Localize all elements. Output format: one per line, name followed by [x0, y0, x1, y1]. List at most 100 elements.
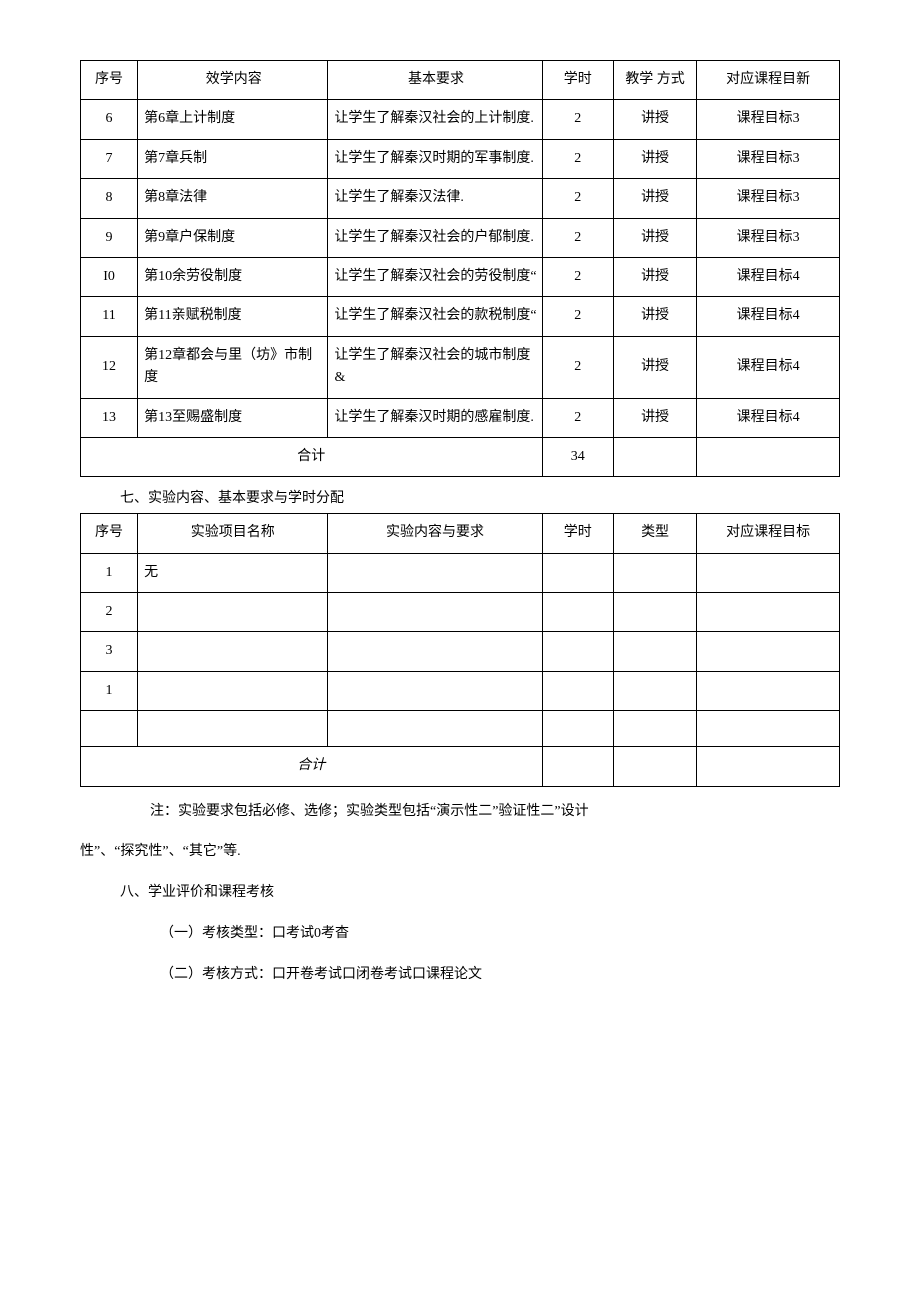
cell-hours	[542, 632, 613, 671]
table-row: 2	[81, 593, 840, 632]
cell-content: 第11亲赋税制度	[138, 297, 328, 336]
table-row: 9第9章户保制度让学生了解秦汉社会的户郁制度.2讲授课程目标3	[81, 218, 840, 257]
teaching-content-table: 序号 效学内容 基本要求 学时 教学 方式 对应课程目新 6第6章上计制度让学生…	[80, 60, 840, 477]
total-blank2	[697, 437, 840, 476]
cell-req: 让学生了解秦汉法律.	[328, 179, 542, 218]
cell-content	[328, 711, 542, 747]
table-header-row: 序号 实验项目名称 实验内容与要求 学时 类型 对应课程目标	[81, 514, 840, 553]
cell-name: 无	[138, 553, 328, 592]
cell-target: 课程目标4	[697, 398, 840, 437]
cell-method: 讲授	[613, 398, 696, 437]
cell-method: 讲授	[613, 336, 696, 398]
cell-content: 第10余劳役制度	[138, 257, 328, 296]
cell-method: 讲授	[613, 100, 696, 139]
cell-method: 讲授	[613, 179, 696, 218]
cell-content: 第12章都会与里（坊》市制度	[138, 336, 328, 398]
cell-hours: 2	[542, 398, 613, 437]
cell-target	[697, 671, 840, 710]
cell-target	[697, 593, 840, 632]
cell-name	[138, 671, 328, 710]
cell-target: 课程目标4	[697, 297, 840, 336]
cell-seq: 3	[81, 632, 138, 671]
table-row: 11第11亲赋税制度让学生了解秦汉社会的款税制度“2讲授课程目标4	[81, 297, 840, 336]
cell-content: 第9章户保制度	[138, 218, 328, 257]
th-method: 教学 方式	[613, 61, 696, 100]
table-total-row: 合计 34	[81, 437, 840, 476]
cell-seq: 1	[81, 671, 138, 710]
th-seq: 序号	[81, 61, 138, 100]
cell-method: 讲授	[613, 139, 696, 178]
cell-req: 让学生了解秦汉社会的户郁制度.	[328, 218, 542, 257]
cell-hours: 2	[542, 100, 613, 139]
th-target: 对应课程目标	[697, 514, 840, 553]
cell-req: 让学生了解秦汉社会的上计制度.	[328, 100, 542, 139]
cell-target: 课程目标4	[697, 336, 840, 398]
cell-req: 让学生了解秦汉社会的劳役制度“	[328, 257, 542, 296]
cell-hours: 2	[542, 139, 613, 178]
cell-req: 让学生了解秦汉时期的军事制度.	[328, 139, 542, 178]
assessment-method: （二）考核方式：口开卷考试口闭卷考试口课程论文	[160, 960, 840, 991]
cell-content: 第8章法律	[138, 179, 328, 218]
cell-type	[613, 553, 696, 592]
cell-seq: 12	[81, 336, 138, 398]
cell-method: 讲授	[613, 297, 696, 336]
cell-content	[328, 553, 542, 592]
th-target: 对应课程目新	[697, 61, 840, 100]
cell-seq: 8	[81, 179, 138, 218]
cell-target	[697, 632, 840, 671]
table-row: 1	[81, 671, 840, 710]
cell-content	[328, 671, 542, 710]
cell-content: 第6章上计制度	[138, 100, 328, 139]
cell-name	[138, 593, 328, 632]
cell-hours	[542, 671, 613, 710]
cell-seq: 6	[81, 100, 138, 139]
cell-seq: I0	[81, 257, 138, 296]
cell-method: 讲授	[613, 218, 696, 257]
total-blank2	[613, 747, 696, 786]
section8-title: 八、学业评价和课程考核	[120, 878, 840, 909]
total-blank3	[697, 747, 840, 786]
experiment-table: 序号 实验项目名称 实验内容与要求 学时 类型 对应课程目标 1无231 合计	[80, 513, 840, 786]
table-row: 1无	[81, 553, 840, 592]
cell-type	[613, 593, 696, 632]
section7-title: 七、实验内容、基本要求与学时分配	[120, 487, 840, 507]
cell-content	[328, 593, 542, 632]
cell-seq: 2	[81, 593, 138, 632]
cell-req: 让学生了解秦汉社会的款税制度“	[328, 297, 542, 336]
assessment-type: （一）考核类型：口考试0考杳	[160, 919, 840, 950]
table-row: 6第6章上计制度让学生了解秦汉社会的上计制度.2讲授课程目标3	[81, 100, 840, 139]
cell-seq	[81, 711, 138, 747]
cell-content: 第7章兵制	[138, 139, 328, 178]
table-row: 12第12章都会与里（坊》市制度让学生了解秦汉社会的城市制度&2讲授课程目标4	[81, 336, 840, 398]
cell-target: 课程目标3	[697, 179, 840, 218]
th-content: 实验内容与要求	[328, 514, 542, 553]
cell-type	[613, 671, 696, 710]
cell-target	[697, 711, 840, 747]
cell-type	[613, 711, 696, 747]
cell-hours: 2	[542, 218, 613, 257]
cell-seq: 11	[81, 297, 138, 336]
table-row: 8第8章法律让学生了解秦汉法律.2讲授课程目标3	[81, 179, 840, 218]
cell-hours: 2	[542, 297, 613, 336]
th-name: 实验项目名称	[138, 514, 328, 553]
cell-target	[697, 553, 840, 592]
note-line1: 注：实验要求包括必修、选修；实验类型包括“演示性二”验证性二”设计	[150, 797, 840, 828]
cell-target: 课程目标4	[697, 257, 840, 296]
cell-req: 让学生了解秦汉社会的城市制度&	[328, 336, 542, 398]
cell-req: 让学生了解秦汉时期的感雇制度.	[328, 398, 542, 437]
cell-content	[328, 632, 542, 671]
table-row: 7第7章兵制让学生了解秦汉时期的军事制度.2讲授课程目标3	[81, 139, 840, 178]
table-row	[81, 711, 840, 747]
cell-target: 课程目标3	[697, 218, 840, 257]
th-seq: 序号	[81, 514, 138, 553]
cell-hours: 2	[542, 257, 613, 296]
table-row: 13第13至赐盛制度让学生了解秦汉时期的感雇制度.2讲授课程目标4	[81, 398, 840, 437]
table-total-row: 合计	[81, 747, 840, 786]
table-row: 3	[81, 632, 840, 671]
th-hours: 学时	[542, 514, 613, 553]
note-line2: 性”、“探究性”、“其它”等.	[80, 837, 840, 868]
cell-hours	[542, 593, 613, 632]
cell-seq: 13	[81, 398, 138, 437]
cell-name	[138, 711, 328, 747]
cell-hours	[542, 553, 613, 592]
